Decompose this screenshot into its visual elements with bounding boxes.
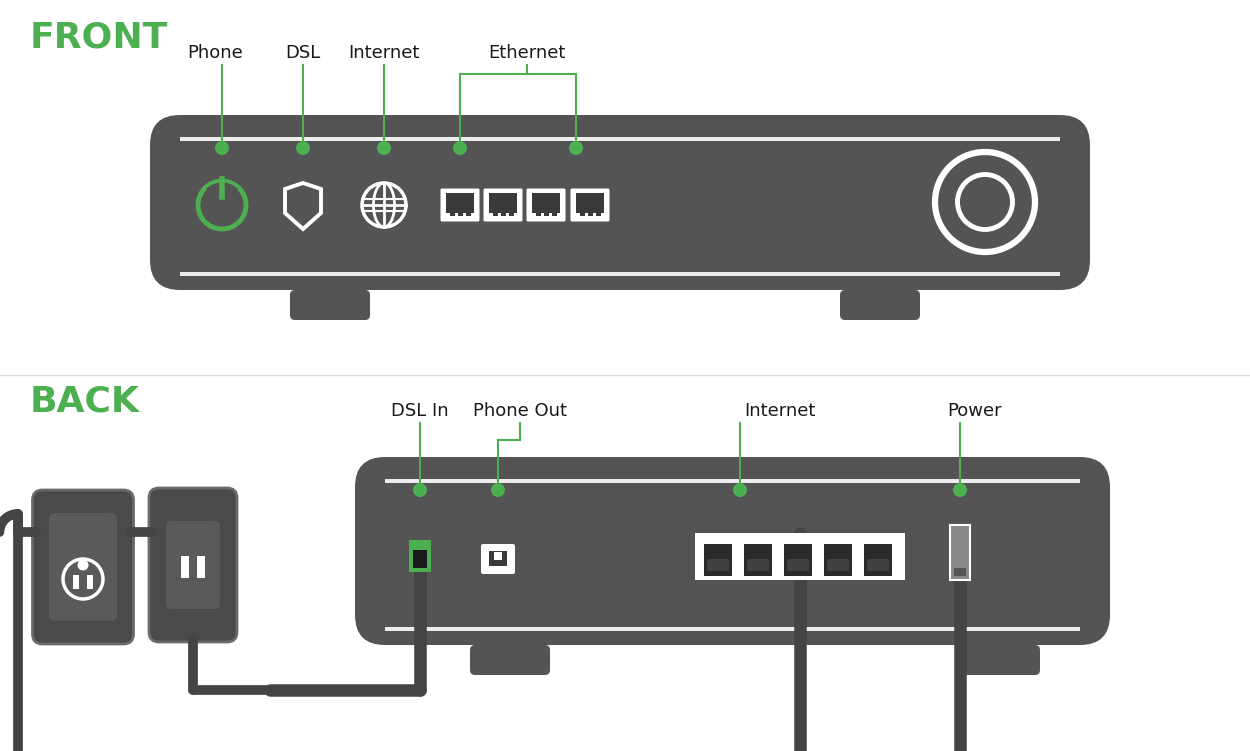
Text: Phone Out: Phone Out xyxy=(472,402,568,420)
FancyBboxPatch shape xyxy=(49,513,118,621)
Circle shape xyxy=(452,141,468,155)
Circle shape xyxy=(412,483,428,497)
FancyBboxPatch shape xyxy=(166,521,220,609)
Bar xyxy=(828,559,849,571)
Bar xyxy=(707,559,729,571)
Bar xyxy=(466,211,471,216)
Bar xyxy=(532,193,560,213)
FancyBboxPatch shape xyxy=(484,189,522,222)
Circle shape xyxy=(296,141,310,155)
FancyBboxPatch shape xyxy=(150,115,1090,290)
Circle shape xyxy=(491,483,505,497)
Bar xyxy=(748,559,769,571)
Bar xyxy=(576,193,604,213)
Bar xyxy=(954,568,966,576)
FancyBboxPatch shape xyxy=(290,290,370,320)
Circle shape xyxy=(952,483,968,497)
FancyBboxPatch shape xyxy=(32,490,134,644)
Text: FRONT: FRONT xyxy=(30,20,169,54)
Text: Power: Power xyxy=(948,402,1002,420)
Bar xyxy=(450,211,455,216)
Bar xyxy=(784,544,812,576)
Bar xyxy=(704,544,732,576)
Bar xyxy=(72,575,79,589)
FancyBboxPatch shape xyxy=(470,645,550,675)
FancyBboxPatch shape xyxy=(526,189,565,222)
Bar xyxy=(596,211,601,216)
FancyBboxPatch shape xyxy=(570,189,610,222)
Text: Internet: Internet xyxy=(744,402,816,420)
Bar xyxy=(385,479,1080,483)
Bar xyxy=(181,556,189,578)
Bar xyxy=(552,211,558,216)
Bar xyxy=(864,544,892,576)
FancyBboxPatch shape xyxy=(960,645,1040,675)
FancyBboxPatch shape xyxy=(149,488,238,642)
Bar xyxy=(536,211,541,216)
FancyBboxPatch shape xyxy=(355,457,1110,645)
Bar xyxy=(580,211,585,216)
Bar xyxy=(695,533,905,580)
Bar xyxy=(446,193,474,213)
Bar xyxy=(489,193,518,213)
Circle shape xyxy=(378,141,391,155)
Circle shape xyxy=(732,483,748,497)
Bar xyxy=(950,525,970,580)
FancyBboxPatch shape xyxy=(840,290,920,320)
Text: Phone: Phone xyxy=(188,44,242,62)
Bar xyxy=(544,211,549,216)
Bar xyxy=(509,211,514,216)
Circle shape xyxy=(569,141,582,155)
Bar xyxy=(458,211,462,216)
Bar xyxy=(501,211,506,216)
Bar xyxy=(198,556,205,578)
Bar xyxy=(588,211,592,216)
Text: DSL: DSL xyxy=(285,44,320,62)
Bar xyxy=(788,559,809,571)
Text: Internet: Internet xyxy=(349,44,420,62)
Bar xyxy=(385,627,1080,631)
FancyBboxPatch shape xyxy=(440,189,480,222)
Bar xyxy=(180,272,1060,276)
Text: Ethernet: Ethernet xyxy=(489,44,566,62)
Bar xyxy=(180,137,1060,141)
Bar xyxy=(409,540,431,572)
Bar xyxy=(867,559,889,571)
Bar xyxy=(744,544,772,576)
Circle shape xyxy=(215,141,229,155)
Bar xyxy=(489,551,508,566)
Circle shape xyxy=(78,559,89,571)
Bar xyxy=(88,575,92,589)
FancyBboxPatch shape xyxy=(481,544,515,574)
Bar xyxy=(494,552,502,560)
Bar xyxy=(824,544,852,576)
Bar xyxy=(492,211,498,216)
Bar xyxy=(412,550,428,568)
Text: BACK: BACK xyxy=(30,385,140,419)
Text: DSL In: DSL In xyxy=(391,402,449,420)
